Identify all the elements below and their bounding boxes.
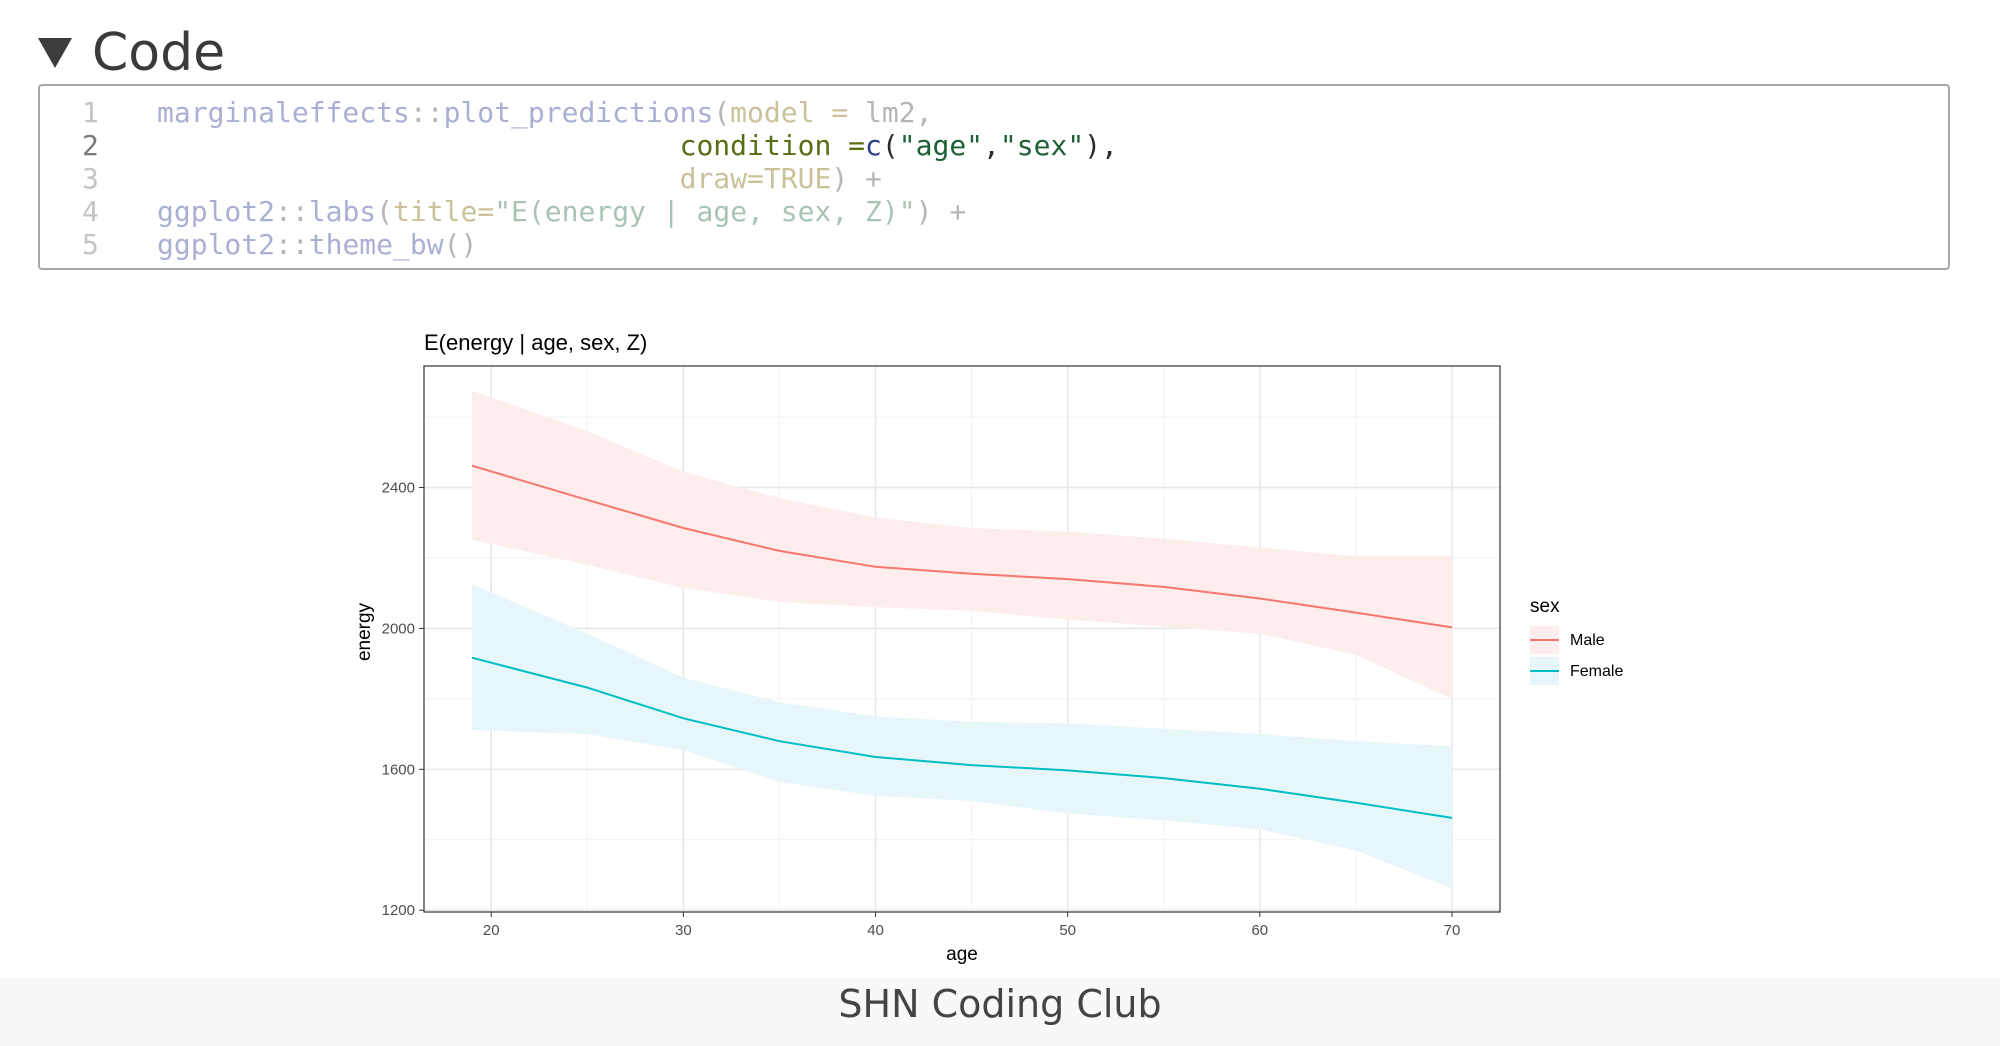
y-tick-label: 1600: [382, 761, 415, 778]
line-number: 5: [82, 228, 99, 261]
code-token: lm2,: [865, 96, 933, 129]
plot-border: [423, 365, 1501, 913]
code-token: condition =: [679, 129, 866, 162]
footer-title: SHN Coding Club: [838, 982, 1162, 1026]
code-token: title=: [393, 195, 495, 228]
code-toggle-label: Code: [92, 23, 226, 83]
code-token: marginaleffects: [157, 96, 410, 129]
legend: sex Male Female: [1530, 596, 1623, 685]
series-line-male: [471, 464, 1453, 629]
x-tick-label: 60: [1251, 922, 1268, 939]
code-text: marginaleffects::plot_predictions(model …: [157, 96, 932, 129]
x-axis-label: age: [946, 944, 978, 965]
caret-down-icon: [38, 38, 72, 68]
code-token: theme_bw: [308, 228, 444, 261]
y-tick-label: 2000: [382, 620, 415, 637]
line-number: 3: [82, 162, 99, 195]
chart-container: E(energy | age, sex, Z) 20 30 40 50 60 70 1200…: [340, 318, 1660, 983]
code-token: plot_predictions: [443, 96, 714, 129]
series-line-female: [471, 656, 1453, 819]
code-token: ::: [275, 195, 309, 228]
x-tick-label: 70: [1444, 922, 1461, 939]
code-text: condition =c("age","sex"),: [157, 129, 1118, 162]
legend-title: sex: [1530, 596, 1560, 617]
x-tick-label: 40: [867, 922, 884, 939]
legend-label: Male: [1570, 632, 1605, 649]
code-token: "age": [898, 129, 984, 162]
code-token: ) +: [831, 162, 882, 195]
code-text: ggplot2::theme_bw(): [157, 228, 477, 261]
code-token: [157, 129, 680, 162]
code-token: ggplot2: [157, 228, 276, 261]
x-tick-label: 30: [675, 922, 692, 939]
code-token: labs: [308, 195, 377, 228]
code-token: model =: [730, 96, 866, 129]
code-token: ) +: [915, 195, 967, 228]
code-token: "sex": [999, 129, 1085, 162]
code-token: [157, 162, 680, 195]
line-number: 2: [82, 129, 99, 162]
y-tick-label: 1200: [382, 902, 415, 919]
code-token: c: [865, 129, 882, 162]
code-token: "E(energy | age, sex, Z)": [494, 195, 916, 228]
confidence-band-male: [472, 390, 1452, 699]
code-token: ::: [409, 96, 444, 129]
code-token: ),: [1084, 129, 1118, 162]
code-token: (: [881, 129, 899, 162]
line-number: 1: [82, 96, 99, 129]
code-token: ,: [983, 129, 1000, 162]
prediction-plot: E(energy | age, sex, Z) 20 30 40 50 60 70 1200…: [354, 330, 1623, 965]
code-token: (: [376, 195, 394, 228]
code-text: ggplot2::labs(title="E(energy | age, sex…: [157, 195, 966, 228]
code-block[interactable]: 1 marginaleffects::plot_predictions(model…: [38, 84, 1950, 270]
confidence-band-female: [472, 584, 1452, 889]
code-token: (: [713, 96, 731, 129]
plot-panel: 20 30 40 50 60 70 1200 1600 2000 2400: [382, 365, 1501, 939]
legend-label: Female: [1570, 663, 1623, 680]
y-axis-label: energy: [354, 602, 375, 661]
code-text: draw=TRUE) +: [157, 162, 882, 195]
code-token: (): [443, 228, 478, 261]
x-tick-label: 50: [1059, 922, 1076, 939]
x-tick-label: 20: [483, 922, 500, 939]
code-fold-toggle[interactable]: Code: [38, 18, 225, 88]
y-tick-label: 2400: [382, 480, 415, 497]
chart-title: E(energy | age, sex, Z): [424, 330, 647, 355]
code-token: draw=TRUE: [679, 162, 832, 195]
footer-bar: [0, 978, 2000, 1046]
code-token: ggplot2: [157, 195, 276, 228]
line-number: 4: [82, 195, 99, 228]
code-token: ::: [275, 228, 309, 261]
